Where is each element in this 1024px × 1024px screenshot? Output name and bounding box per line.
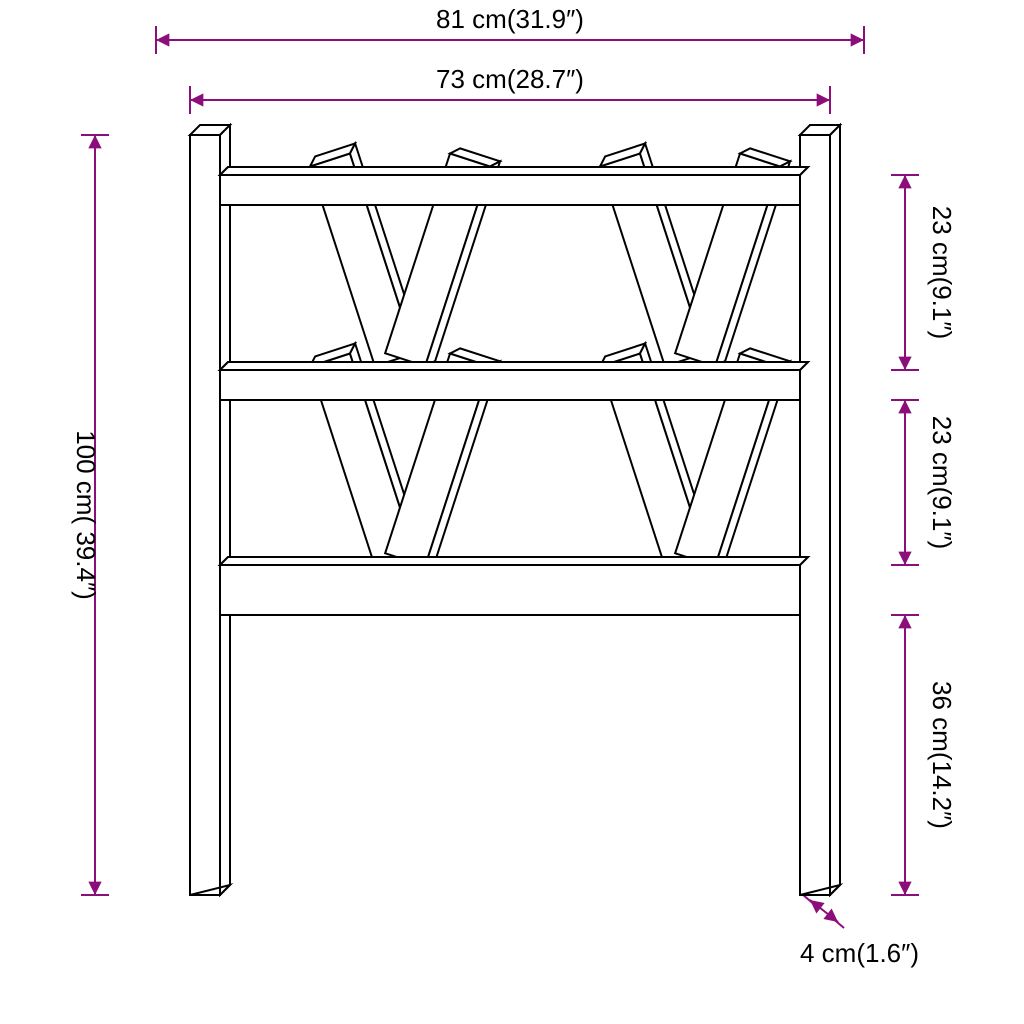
dim-top-outer-label: 81 cm(31.9″)	[436, 4, 584, 34]
dim-depth-tick-b	[830, 916, 844, 928]
dim-top-inner-label: 73 cm(28.7″)	[436, 64, 584, 94]
rail-mid-over-top	[220, 362, 808, 370]
post-right-front	[800, 135, 830, 895]
post-left-front	[190, 135, 220, 895]
dim-right-1-label: 23 cm(9.1″)	[927, 206, 957, 339]
post-right-side	[830, 125, 840, 895]
dim-right-2-label: 23 cm(9.1″)	[927, 416, 957, 549]
post-left-side	[220, 125, 230, 895]
rail-bot-over-front	[220, 565, 800, 615]
dim-left-height-label: 100 cm( 39.4″)	[71, 430, 101, 600]
dim-right-3-label: 36 cm(14.2″)	[927, 681, 957, 829]
headboard-drawing	[190, 125, 840, 895]
rail-mid-over-front	[220, 370, 800, 400]
rail-top-over-top	[220, 167, 808, 175]
rail-top-over-front	[220, 175, 800, 205]
rail-bot-over-top	[220, 557, 808, 565]
dim-depth-label: 4 cm(1.6″)	[800, 938, 919, 968]
